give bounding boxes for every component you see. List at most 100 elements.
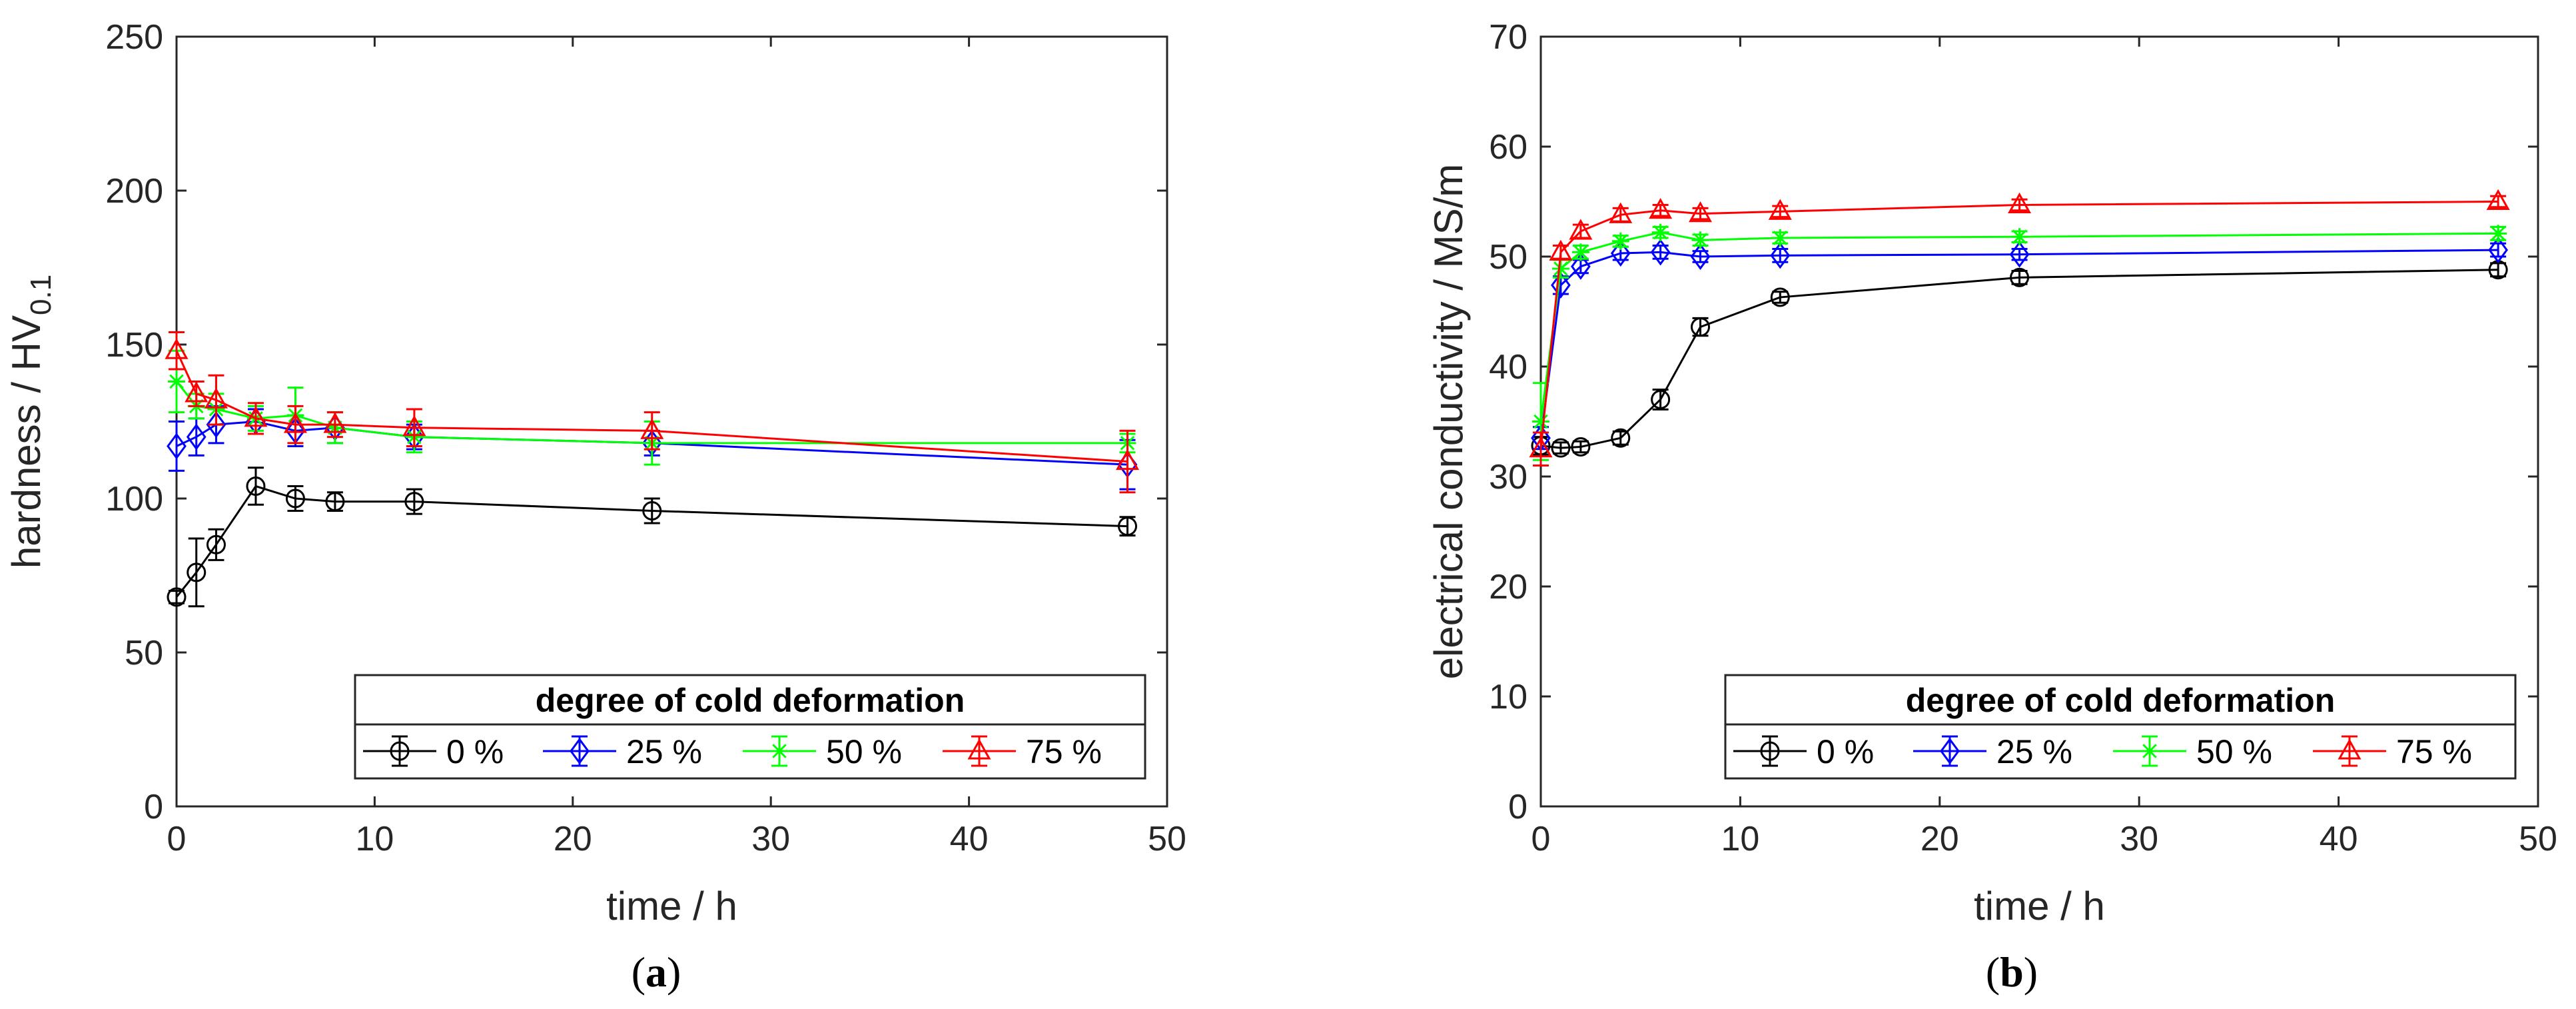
legend-marker — [390, 741, 410, 761]
series-75-percent — [1529, 189, 2510, 467]
legend-marker — [1940, 737, 1960, 765]
data-point — [206, 411, 226, 439]
data-point — [325, 492, 345, 512]
y-tick-label: 50 — [125, 634, 163, 672]
data-point — [206, 534, 226, 554]
data-point — [167, 587, 187, 607]
data-point — [1690, 243, 1711, 271]
data-point — [1770, 287, 1790, 307]
x-tick-label: 40 — [2320, 820, 2358, 858]
data-point — [246, 477, 266, 497]
legend-entry: 25 % — [543, 733, 702, 770]
x-tick-label: 40 — [950, 820, 989, 858]
data-point — [1771, 229, 1789, 247]
y-tick-label: 60 — [1489, 128, 1527, 167]
x-tick-label: 30 — [2120, 820, 2158, 858]
x-tick-label: 0 — [167, 820, 187, 858]
legend-marker — [1760, 741, 1780, 761]
data-point — [642, 501, 662, 520]
data-point — [283, 412, 307, 433]
data-point — [1651, 390, 1671, 409]
y-tick-label: 20 — [1489, 568, 1527, 606]
data-point — [1529, 437, 1553, 458]
y-tick-label: 10 — [1489, 678, 1527, 716]
data-point — [1651, 223, 1669, 241]
data-point — [1770, 242, 1791, 269]
y-tick-label: 0 — [144, 788, 163, 826]
legend-entry: 75 % — [943, 733, 1102, 770]
data-point — [167, 433, 187, 460]
panel-label-paren: ) — [2024, 948, 2038, 996]
legend-marker — [2141, 742, 2158, 760]
data-point — [2488, 237, 2508, 264]
y-tick-label: 150 — [105, 326, 163, 365]
y-axis-label-subscript: 0.1 — [25, 275, 57, 315]
panel-label-letter: b — [2000, 948, 2024, 996]
legend-label: 50 % — [2196, 733, 2272, 770]
data-point — [1689, 201, 1713, 223]
legend-label: 0 % — [1817, 733, 1874, 770]
y-tick-label: 0 — [1508, 788, 1527, 826]
y-tick-label: 250 — [105, 18, 163, 57]
legend-entry: 50 % — [743, 733, 902, 770]
x-axis-label: time / h — [606, 884, 737, 928]
legend-marker — [967, 738, 991, 760]
x-tick-label: 30 — [751, 820, 790, 858]
data-point — [640, 418, 664, 439]
legend-entry: 50 % — [2113, 733, 2272, 770]
panel-label-paren: ) — [667, 948, 681, 996]
y-tick-label: 30 — [1489, 458, 1527, 497]
legend-entry: 0 % — [363, 733, 504, 770]
data-point — [1571, 437, 1591, 457]
data-point — [1549, 239, 1573, 261]
data-point — [1610, 239, 1631, 267]
legend-entry: 25 % — [1913, 733, 2072, 770]
y-axis-label-main: hardness / HV — [4, 315, 49, 568]
panel-b-chart: 0 10 20 30 40 50 0 10 20 30 40 50 60 70 time / h electr… — [1426, 18, 2557, 996]
data-point — [204, 387, 228, 409]
legend-title: degree of cold deformation — [1906, 682, 2336, 719]
legend-box — [354, 674, 1146, 780]
data-point — [2486, 189, 2510, 211]
panel-label-letter: a — [645, 948, 667, 996]
data-point — [1691, 317, 1711, 337]
data-point — [1571, 243, 1589, 261]
panel-label: (b) — [1986, 948, 2038, 996]
data-point — [1650, 239, 1671, 266]
data-point — [1611, 428, 1631, 448]
data-point — [1571, 253, 1591, 280]
x-tick-label: 0 — [1531, 820, 1551, 858]
data-point — [1691, 231, 1709, 249]
data-point — [2009, 241, 2030, 268]
legend-label: 0 % — [446, 733, 504, 770]
legend-label: 50 % — [826, 733, 902, 770]
data-point — [1768, 199, 1792, 220]
data-point — [187, 562, 207, 582]
legend-marker — [2338, 738, 2361, 760]
legend: degree of cold deformation 0 % 25 % 50 % 75 … — [1724, 674, 2517, 780]
y-tick-label: 100 — [105, 480, 163, 518]
legend-marker — [570, 737, 590, 765]
data-point — [185, 381, 209, 403]
x-axis-label: time / h — [1974, 884, 2105, 928]
x-tick-label: 20 — [554, 820, 592, 858]
data-point — [2008, 192, 2032, 213]
data-point — [165, 338, 189, 359]
data-point — [404, 492, 424, 512]
series-0-percent — [167, 467, 1138, 608]
legend-entry: 75 % — [2313, 733, 2472, 770]
y-axis-label-main: electrical conductivity / MS/m — [1426, 164, 1471, 680]
data-point — [1551, 260, 1569, 278]
y-axis-label: electrical conductivity / MS/m — [1426, 164, 1471, 680]
data-point — [168, 373, 185, 391]
data-point — [186, 423, 207, 451]
panel-label: (a) — [632, 948, 681, 996]
data-point — [1118, 516, 1138, 536]
data-point — [285, 489, 305, 508]
panel-label-paren: ( — [632, 948, 645, 996]
legend-box — [1724, 674, 2517, 780]
y-tick-label: 50 — [1489, 238, 1527, 277]
y-axis-label: hardness / HV0.1 — [4, 275, 57, 568]
x-tick-label: 10 — [1721, 820, 1759, 858]
